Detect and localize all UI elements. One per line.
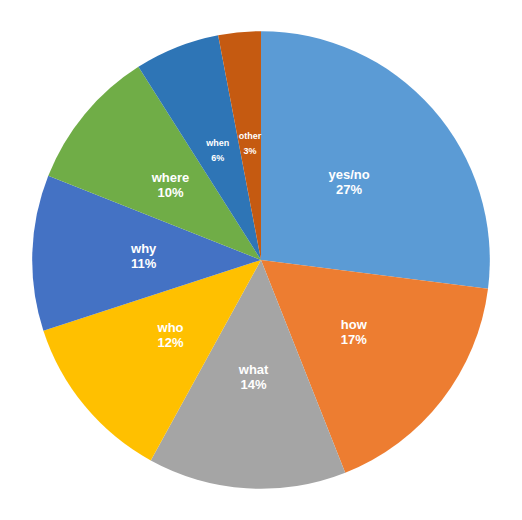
svg-text:27%: 27% (336, 182, 362, 197)
svg-text:how: how (341, 317, 368, 332)
svg-text:10%: 10% (158, 185, 184, 200)
svg-text:when: when (205, 138, 229, 148)
svg-text:why: why (130, 241, 157, 256)
svg-text:6%: 6% (211, 153, 224, 163)
svg-text:3%: 3% (243, 146, 256, 156)
svg-text:other: other (239, 131, 262, 141)
svg-text:what: what (238, 362, 269, 377)
svg-text:17%: 17% (341, 332, 367, 347)
svg-text:who: who (157, 320, 184, 335)
svg-text:11%: 11% (131, 256, 157, 271)
svg-text:yes/no: yes/no (328, 167, 369, 182)
svg-text:where: where (151, 170, 190, 185)
svg-text:14%: 14% (241, 377, 267, 392)
svg-text:12%: 12% (158, 335, 184, 350)
